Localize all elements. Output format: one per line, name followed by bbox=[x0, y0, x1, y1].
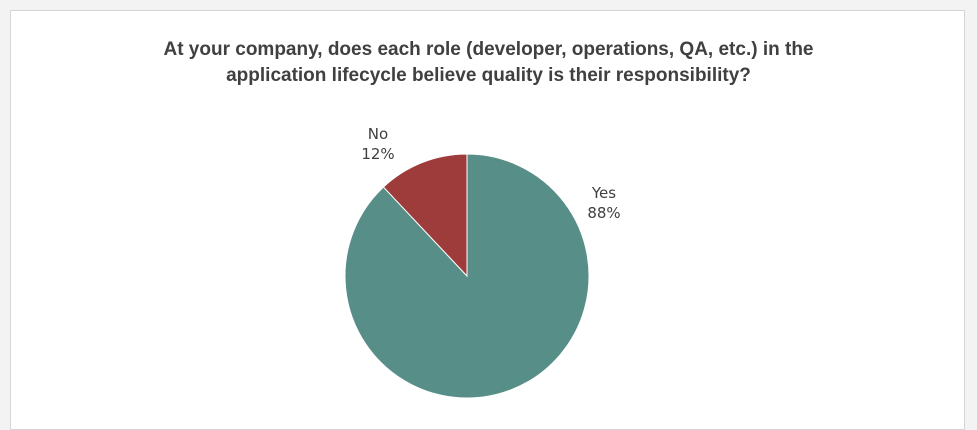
pie-slice-no bbox=[382, 153, 468, 278]
slice-value-no: 12% bbox=[361, 145, 394, 163]
slice-value-yes: 88% bbox=[587, 204, 620, 222]
chart-title-line-2: application lifecycle believe quality is… bbox=[226, 65, 751, 86]
slice-label-no: No bbox=[368, 125, 388, 143]
chart-title-line-1: At your company, does each role (develop… bbox=[163, 39, 814, 60]
slice-label-yes: Yes bbox=[591, 184, 616, 202]
chart-title: At your company, does each role (develop… bbox=[11, 37, 966, 89]
pie-slices bbox=[344, 153, 590, 399]
pie-chart: Yes 88% No 12% bbox=[344, 125, 621, 399]
pie-labels: Yes 88% No 12% bbox=[361, 125, 620, 222]
